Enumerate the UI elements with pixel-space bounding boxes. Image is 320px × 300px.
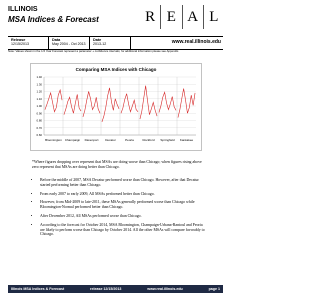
x-group-label: Bloomington bbox=[45, 138, 62, 142]
logo: R E A L bbox=[140, 5, 224, 29]
data-line bbox=[82, 91, 101, 117]
info-label: Date bbox=[93, 38, 102, 42]
info-value: 12/15/2013 bbox=[11, 42, 29, 46]
intro: *Where figures dropping over represent t… bbox=[32, 160, 202, 169]
info-value: 2013-12 bbox=[93, 42, 107, 46]
footer-title: Illinois MSA Indices & Forecast bbox=[11, 287, 65, 291]
bullet-list: Before the middle of 2007, MSA Decatur p… bbox=[30, 178, 208, 241]
info-cell: Release 12/15/2013 bbox=[8, 37, 49, 49]
footer-website[interactable]: www.real.illinois.edu bbox=[147, 287, 183, 291]
data-line bbox=[120, 93, 139, 114]
info-label: Release bbox=[11, 38, 26, 42]
x-group-label: Champaign bbox=[65, 138, 81, 142]
data-line bbox=[63, 94, 82, 115]
chart: Comparing MSA Indices with Chicago 0.60 0… bbox=[30, 63, 202, 151]
logo-letter: L bbox=[202, 5, 224, 29]
bullet: However, from Mid-2009 to late-2011, the… bbox=[40, 200, 208, 210]
info-cell: Data May 2004 - Oct 2013 bbox=[49, 37, 90, 49]
state: ILLINOIS bbox=[8, 6, 38, 13]
y-tick-label: 0.90 bbox=[37, 111, 43, 115]
data-line bbox=[158, 91, 177, 113]
info-label: Data bbox=[52, 38, 61, 42]
y-tick-label: 0.60 bbox=[37, 133, 43, 137]
chart-title: Comparing MSA Indices with Chicago bbox=[76, 67, 157, 72]
footer-page: page 1 bbox=[208, 287, 220, 291]
info-value: May 2004 - Oct 2013 bbox=[52, 42, 86, 46]
y-tick-label: 1.10 bbox=[37, 97, 43, 101]
x-group-label: Davenport bbox=[85, 138, 99, 142]
x-group-label: Kankakee bbox=[180, 138, 194, 142]
data-line bbox=[139, 85, 158, 120]
y-tick-label: 0.70 bbox=[37, 126, 43, 130]
y-tick-label: 1.00 bbox=[37, 104, 43, 108]
y-tick-label: 1.30 bbox=[37, 82, 43, 86]
x-group-label: Decatur bbox=[105, 138, 116, 142]
data-line bbox=[44, 88, 63, 113]
bullet: According to the forecast for October 20… bbox=[40, 223, 208, 237]
info-cell: Date 2013-12 bbox=[90, 37, 131, 49]
logo-letter: R bbox=[145, 9, 156, 25]
logo-letter: A bbox=[181, 5, 203, 29]
doc-title: MSA Indices & Forecast bbox=[8, 15, 99, 24]
bullet: After December 2012, All MSAs performed … bbox=[40, 214, 208, 219]
bullet: From early 2007 to early 2009, All MSAs … bbox=[40, 192, 208, 197]
y-tick-label: 1.40 bbox=[37, 75, 43, 79]
chart-frame bbox=[30, 63, 202, 151]
footer: Illinois MSA Indices & Forecast release … bbox=[8, 285, 223, 293]
page: {"header":{"state":"ILLINOIS","title":"M… bbox=[0, 0, 231, 300]
data-line bbox=[101, 87, 120, 123]
x-group-label: Rockford bbox=[142, 138, 154, 142]
footer-release: release 12/15/2013 bbox=[90, 287, 122, 291]
y-tick-label: 1.20 bbox=[37, 90, 43, 94]
logo-letter: E bbox=[160, 5, 181, 29]
x-group-label: Peoria bbox=[125, 138, 134, 142]
bullet: Before the middle of 2007, MSA Decatur p… bbox=[40, 178, 208, 188]
website[interactable]: www.real.illinois.edu bbox=[171, 39, 221, 45]
info-row: Release 12/15/2013 Data May 2004 - Oct 201… bbox=[8, 36, 223, 50]
note: Note: Values shown in the 1-5 Year Forec… bbox=[8, 49, 180, 53]
data-line bbox=[177, 88, 196, 118]
x-group-label: Springfield bbox=[160, 138, 175, 142]
y-tick-label: 0.80 bbox=[37, 119, 43, 123]
